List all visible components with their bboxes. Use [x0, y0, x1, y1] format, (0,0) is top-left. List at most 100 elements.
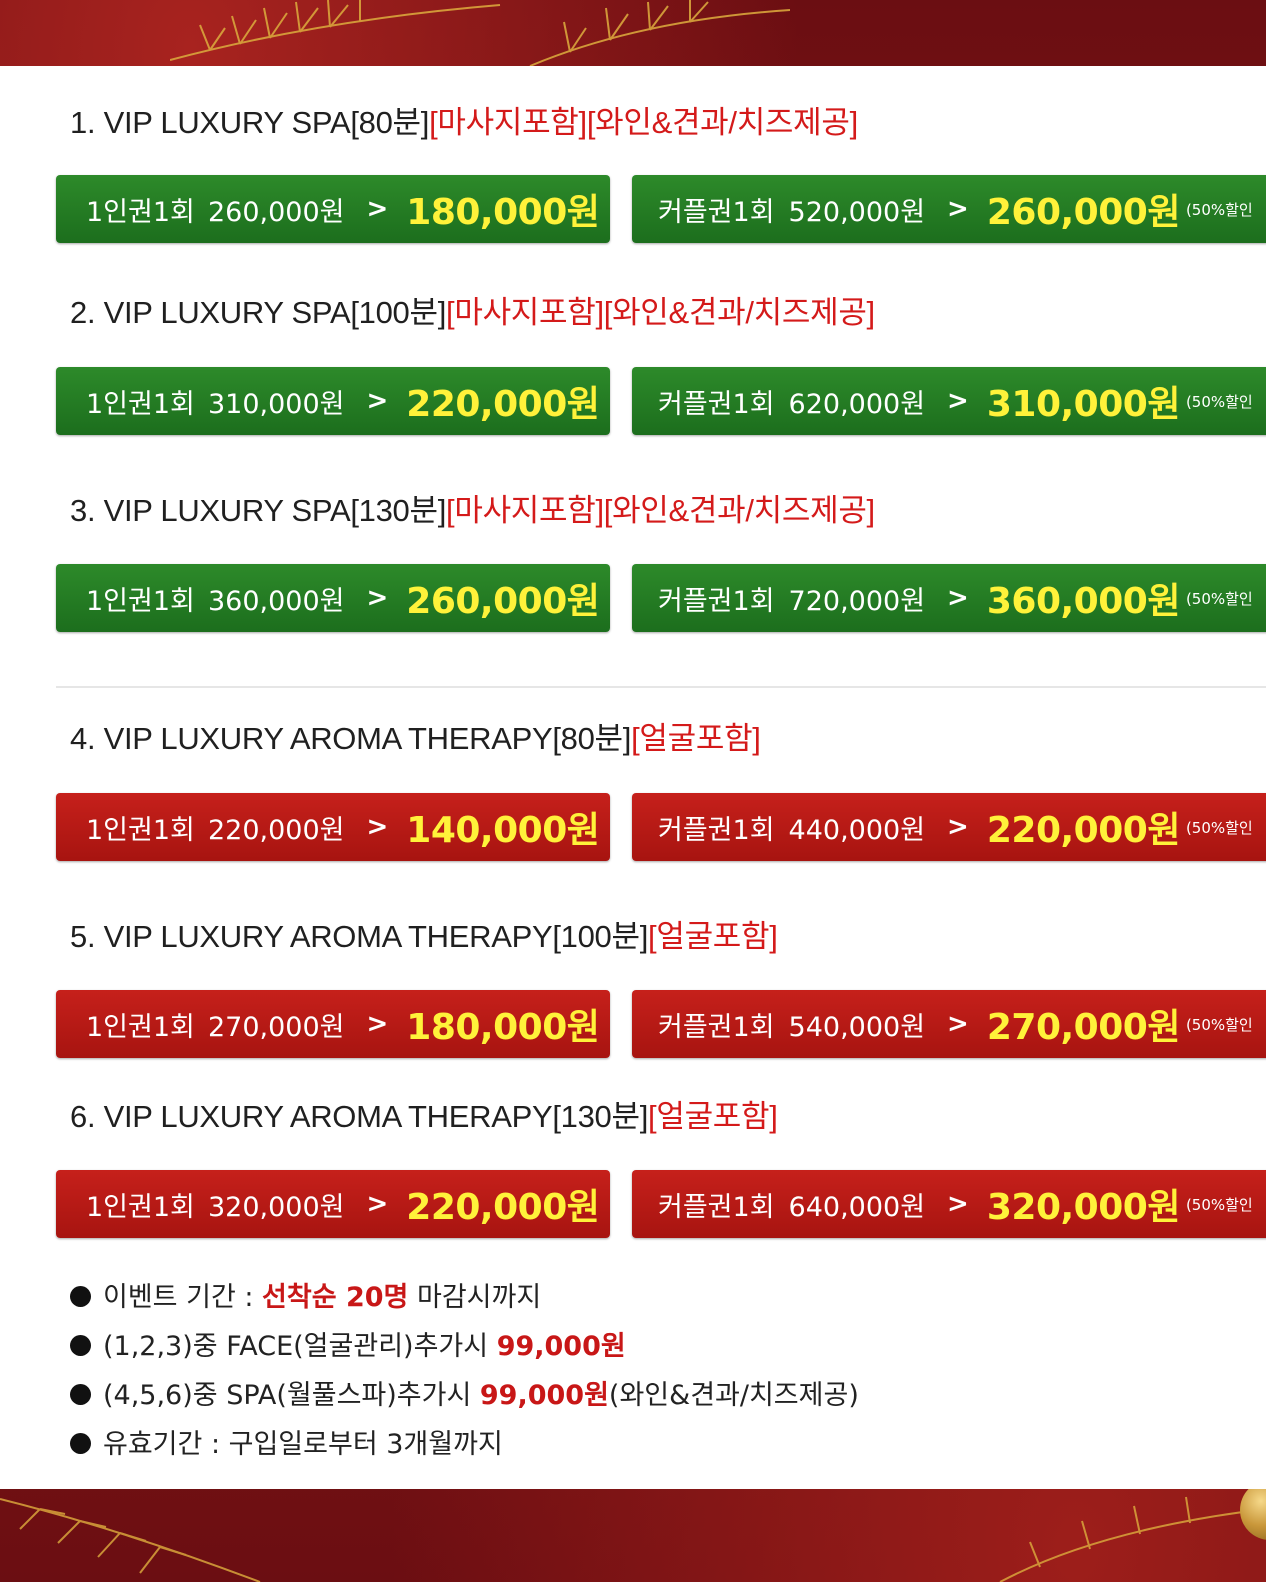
couple-ticket-price-bar: 커플권1회 640,000원 >320,000원 (50%할인 [632, 1170, 1266, 1238]
package-title: 2. VIP LUXURY SPA[100분] [70, 295, 447, 330]
gold-branch-top-decoration [170, 0, 790, 66]
couple-ticket-price-bar: 커플권1회 440,000원 >220,000원 (50%할인 [632, 793, 1266, 861]
sale-price: 310,000원 [986, 384, 1181, 425]
section-divider [56, 686, 1266, 688]
package-title: 3. VIP LUXURY SPA[130분] [70, 493, 447, 528]
discount-note: (50%할인 [1185, 1195, 1253, 1214]
couple-ticket-label: 커플권1회 [658, 1191, 775, 1223]
couple-ticket-price-bar: 커플권1회 520,000원 >260,000원 (50%할인 [632, 175, 1266, 243]
sale-price: 180,000원 [406, 1007, 600, 1048]
note-validity: 유효기간 : 구입일로부터 3개월까지 [70, 1422, 503, 1468]
arrow-icon: > [947, 583, 969, 613]
note-spa-addon: (4,5,6)중 SPA(월풀스파)추가시 99,000원(와인&견과/치즈제공… [70, 1373, 859, 1419]
original-price: 270,000원 [207, 1011, 345, 1043]
package-tags: [얼굴포함] [648, 919, 778, 954]
package-tags: [마사지포함][와인&견과/치즈제공] [429, 105, 858, 140]
package-heading: 4. VIP LUXURY AROMA THERAPY[80분][얼굴포함] [70, 712, 761, 766]
sale-price: 260,000원 [986, 192, 1181, 233]
arrow-icon: > [947, 812, 969, 842]
package-tags: [마사지포함][와인&견과/치즈제공] [446, 493, 875, 528]
bullet-icon [70, 1433, 91, 1454]
arrow-icon: > [366, 194, 389, 224]
couple-ticket-price-bar: 커플권1회 540,000원 >270,000원 (50%할인 [632, 990, 1266, 1058]
bullet-icon [70, 1335, 91, 1356]
package-heading: 3. VIP LUXURY SPA[130분][마사지포함][와인&견과/치즈제… [70, 484, 875, 538]
single-ticket-price-bar: 1인권1회 220,000원 >140,000원 [56, 793, 610, 861]
couple-ticket-price-bar: 커플권1회 720,000원 >360,000원 (50%할인 [632, 564, 1266, 632]
original-price: 720,000원 [788, 585, 926, 617]
single-ticket-label: 1인권1회 [86, 196, 195, 228]
original-price: 620,000원 [788, 388, 926, 420]
single-ticket-price-bar: 1인권1회 260,000원 >180,000원 [56, 175, 610, 243]
arrow-icon: > [366, 583, 389, 613]
single-ticket-label: 1인권1회 [86, 388, 195, 420]
note-event-period: 이벤트 기간 : 선착순 20명 마감시까지 [70, 1275, 541, 1321]
sale-price: 180,000원 [406, 192, 600, 233]
single-ticket-price-bar: 1인권1회 360,000원 >260,000원 [56, 564, 610, 632]
sale-price: 220,000원 [406, 1187, 600, 1228]
note-text: 유효기간 : 구입일로부터 3개월까지 [103, 1429, 503, 1460]
package-tags: [마사지포함][와인&견과/치즈제공] [446, 295, 875, 330]
sale-price: 140,000원 [406, 810, 600, 851]
sale-price: 320,000원 [986, 1187, 1181, 1228]
bullet-icon [70, 1384, 91, 1405]
arrow-icon: > [366, 1189, 389, 1219]
package-title: 4. VIP LUXURY AROMA THERAPY[80분] [70, 721, 632, 756]
sale-price: 270,000원 [986, 1007, 1181, 1048]
discount-note: (50%할인 [1185, 200, 1253, 219]
package-heading: 1. VIP LUXURY SPA[80분][마사지포함][와인&견과/치즈제공… [70, 96, 858, 150]
discount-note: (50%할인 [1185, 818, 1253, 837]
single-ticket-label: 1인권1회 [86, 1011, 195, 1043]
package-title: 5. VIP LUXURY AROMA THERAPY[100분] [70, 919, 649, 954]
note-highlight: 99,000원 [496, 1331, 626, 1362]
arrow-icon: > [947, 194, 969, 224]
original-price: 440,000원 [788, 814, 926, 846]
sale-price: 360,000원 [986, 581, 1181, 622]
discount-note: (50%할인 [1185, 392, 1253, 411]
single-ticket-price-bar: 1인권1회 320,000원 >220,000원 [56, 1170, 610, 1238]
note-highlight: 99,000원 [479, 1380, 609, 1411]
sale-price: 220,000원 [986, 810, 1181, 851]
package-tags: [얼굴포함] [631, 721, 761, 756]
package-heading: 2. VIP LUXURY SPA[100분][마사지포함][와인&견과/치즈제… [70, 286, 875, 340]
original-price: 360,000원 [207, 585, 345, 617]
original-price: 260,000원 [207, 196, 345, 228]
discount-note: (50%할인 [1185, 1015, 1253, 1034]
note-text: (와인&견과/치즈제공) [608, 1380, 859, 1411]
original-price: 640,000원 [788, 1191, 926, 1223]
single-ticket-label: 1인권1회 [86, 814, 195, 846]
sale-price: 260,000원 [406, 581, 600, 622]
package-title: 1. VIP LUXURY SPA[80분] [70, 105, 430, 140]
couple-ticket-label: 커플권1회 [658, 1011, 775, 1043]
discount-note: (50%할인 [1185, 589, 1253, 608]
original-price: 540,000원 [788, 1011, 926, 1043]
couple-ticket-label: 커플권1회 [658, 388, 775, 420]
single-ticket-price-bar: 1인권1회 270,000원 >180,000원 [56, 990, 610, 1058]
gold-branch-bottom-decoration [0, 1496, 1266, 1582]
single-ticket-label: 1인권1회 [86, 1191, 195, 1223]
package-title: 6. VIP LUXURY AROMA THERAPY[130분] [70, 1099, 649, 1134]
arrow-icon: > [947, 1189, 969, 1219]
arrow-icon: > [366, 1009, 389, 1039]
single-ticket-price-bar: 1인권1회 310,000원 >220,000원 [56, 367, 610, 435]
note-text: (1,2,3)중 FACE(얼굴관리)추가시 [103, 1331, 497, 1362]
note-face-addon: (1,2,3)중 FACE(얼굴관리)추가시 99,000원 [70, 1324, 626, 1370]
note-highlight: 선착순 20명 [262, 1282, 409, 1313]
price-list-card [0, 66, 1266, 1489]
couple-ticket-price-bar: 커플권1회 620,000원 >310,000원 (50%할인 [632, 367, 1266, 435]
original-price: 310,000원 [207, 388, 345, 420]
package-tags: [얼굴포함] [648, 1099, 778, 1134]
note-text: (4,5,6)중 SPA(월풀스파)추가시 [103, 1380, 480, 1411]
bullet-icon [70, 1286, 91, 1307]
original-price: 520,000원 [788, 196, 926, 228]
arrow-icon: > [366, 812, 389, 842]
note-text: 이벤트 기간 : [103, 1282, 263, 1313]
sale-price: 220,000원 [406, 384, 600, 425]
single-ticket-label: 1인권1회 [86, 585, 195, 617]
original-price: 220,000원 [207, 814, 345, 846]
note-text: 마감시까지 [408, 1282, 542, 1313]
arrow-icon: > [366, 386, 389, 416]
couple-ticket-label: 커플권1회 [658, 196, 775, 228]
couple-ticket-label: 커플권1회 [658, 814, 775, 846]
couple-ticket-label: 커플권1회 [658, 585, 775, 617]
